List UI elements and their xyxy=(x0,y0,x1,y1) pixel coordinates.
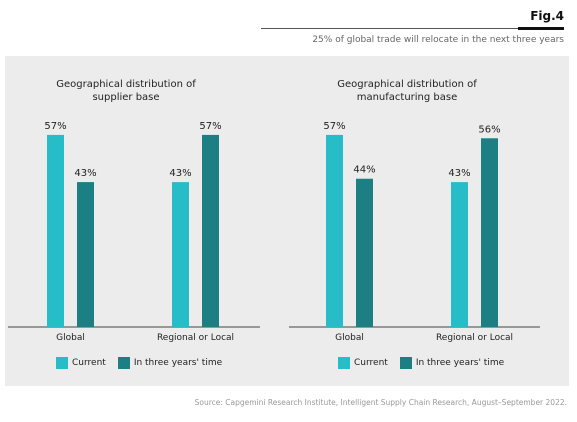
data-label: 57% xyxy=(44,121,66,132)
legend-label-current: Current xyxy=(354,358,388,368)
data-label: 56% xyxy=(478,124,500,135)
data-label: 43% xyxy=(448,168,470,179)
chart-title-supplier-line2: supplier base xyxy=(92,92,160,103)
bar-current-global xyxy=(326,134,343,327)
bar-three-years-global xyxy=(77,182,94,327)
legend-swatch-three-years xyxy=(399,357,412,369)
legend-label-current: Current xyxy=(72,358,106,368)
header-rule-accent xyxy=(518,27,564,30)
data-label: 57% xyxy=(199,121,221,132)
legend-swatch-three-years xyxy=(117,357,130,369)
bar-current-regional xyxy=(172,182,189,327)
x-tick-label: Global xyxy=(335,333,364,343)
legend-item-three-years: In three years' time xyxy=(117,357,223,369)
chart-title-manufacturing: Geographical distribution of manufacturi… xyxy=(317,78,497,104)
header-rule xyxy=(261,28,564,29)
legend-swatch-current xyxy=(56,357,68,369)
chart-panel xyxy=(5,56,569,386)
legend-swatch-current xyxy=(338,357,350,369)
bar-three-years-regional xyxy=(202,134,219,327)
fig-label: Fig.4 xyxy=(530,9,564,23)
chart-title-manufacturing-line1: Geographical distribution of xyxy=(337,79,477,90)
legend-label-three-years: In three years' time xyxy=(133,358,223,368)
legend-item-current: Current xyxy=(338,357,388,369)
bar-current-global xyxy=(47,134,64,327)
legend-label-three-years: In three years' time xyxy=(415,358,505,368)
data-label: 43% xyxy=(169,168,191,179)
chart-title-supplier: Geographical distribution of supplier ba… xyxy=(36,78,216,104)
data-label: 43% xyxy=(74,168,96,179)
chart-title-supplier-line1: Geographical distribution of xyxy=(56,79,196,90)
x-tick-label: Global xyxy=(56,333,85,343)
legend-manufacturing: Current In three years' time xyxy=(338,357,516,369)
source-note: Source: Capgemini Research Institute, In… xyxy=(194,398,567,407)
legend-supplier: Current In three years' time xyxy=(56,357,234,369)
figure-subtitle: 25% of global trade will relocate in the… xyxy=(312,35,564,45)
x-tick-label: Regional or Local xyxy=(436,333,513,343)
legend-item-current: Current xyxy=(56,357,106,369)
legend-item-three-years: In three years' time xyxy=(399,357,505,369)
bar-current-regional xyxy=(451,182,468,327)
data-label: 44% xyxy=(353,165,375,176)
chart-title-manufacturing-line2: manufacturing base xyxy=(356,92,458,103)
bar-three-years-regional xyxy=(481,138,498,327)
data-label: 57% xyxy=(323,121,345,132)
bar-three-years-global xyxy=(356,178,373,327)
x-tick-label: Regional or Local xyxy=(157,333,234,343)
